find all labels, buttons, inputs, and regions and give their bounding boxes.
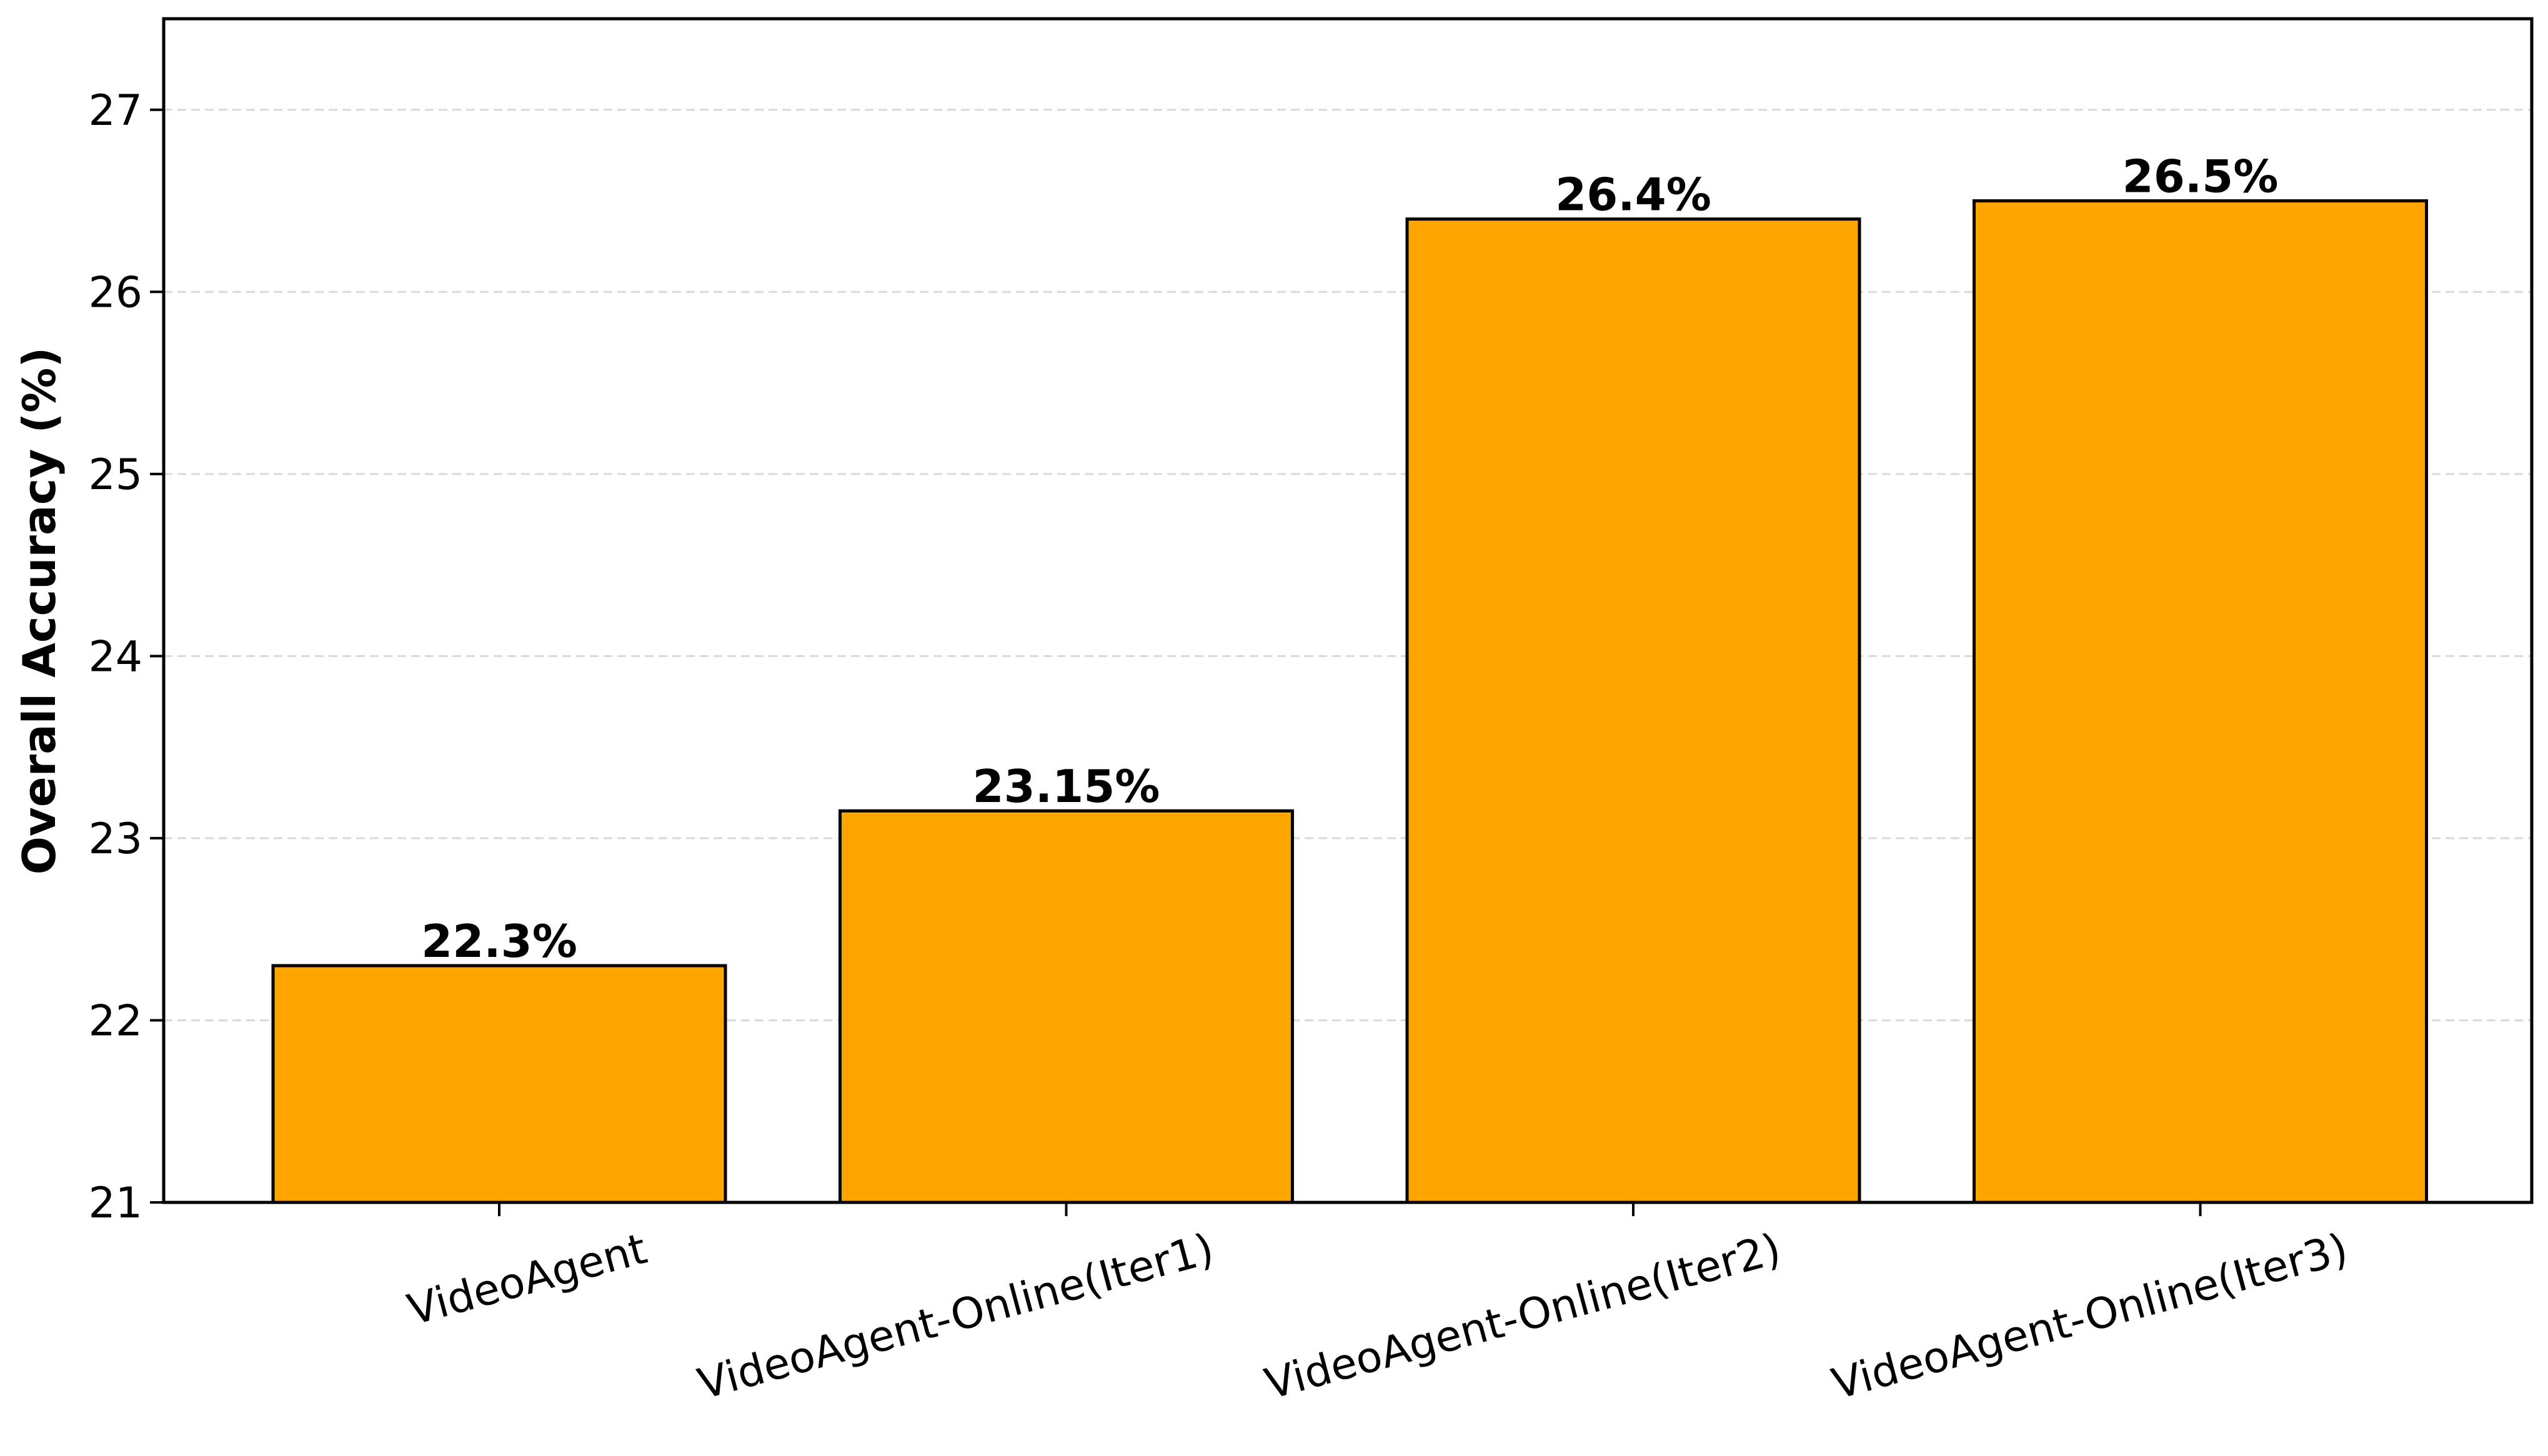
y-tick-label: 25 bbox=[88, 450, 142, 500]
bar bbox=[271, 964, 727, 1204]
y-tick-label: 23 bbox=[88, 815, 142, 864]
y-axis-ticks: 21 22 23 24 25 26 27 bbox=[88, 86, 164, 1228]
y-tick-label: 24 bbox=[88, 632, 142, 681]
data-label: 22.3% bbox=[421, 915, 577, 968]
bar bbox=[1405, 217, 1861, 1204]
x-tick-label: VideoAgent-Online(Iter1) bbox=[693, 1224, 1219, 1409]
data-label: 26.5% bbox=[2123, 151, 2279, 203]
data-labels: 22.3% 23.15% 26.4% 26.5% bbox=[421, 151, 2278, 968]
x-axis-ticks: VideoAgent VideoAgent-Online(Iter1) VideoA… bbox=[403, 1202, 2353, 1410]
bar bbox=[839, 809, 1294, 1204]
data-label: 23.15% bbox=[973, 760, 1160, 813]
bars bbox=[271, 199, 2428, 1204]
y-axis-label: Overall Accuracy (%) bbox=[13, 347, 66, 875]
y-tick-label: 21 bbox=[88, 1179, 142, 1228]
x-tick-label: VideoAgent-Online(Iter3) bbox=[1827, 1224, 2353, 1409]
data-label: 26.4% bbox=[1555, 169, 1711, 221]
plot-frame bbox=[162, 17, 2534, 1204]
bar bbox=[1973, 199, 2428, 1204]
y-tick-label: 26 bbox=[88, 268, 142, 317]
y-tick-label: 22 bbox=[88, 996, 142, 1046]
x-tick-label: VideoAgent bbox=[403, 1224, 652, 1335]
x-tick-label: VideoAgent-Online(Iter2) bbox=[1260, 1224, 1786, 1409]
y-tick-label: 27 bbox=[88, 86, 142, 136]
